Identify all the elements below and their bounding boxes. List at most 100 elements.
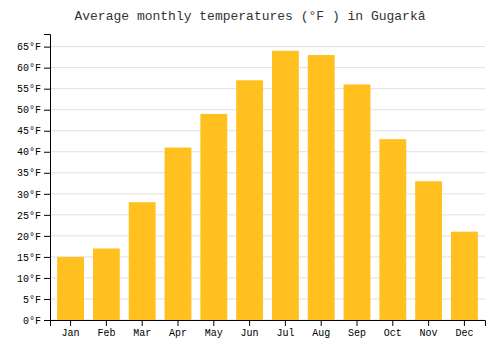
y-tick-label: 30°F: [17, 190, 41, 201]
x-tick: Jun: [241, 320, 259, 339]
x-tick: Oct: [384, 320, 402, 339]
x-tick: Aug: [312, 320, 330, 339]
x-tick-mark: [106, 320, 107, 326]
x-axis: Jan Feb Mar Apr May Jun Jul Aug Sep Oct Nov Dec: [51, 320, 486, 339]
x-tick-label: Jan: [62, 328, 80, 339]
bar: [57, 257, 84, 320]
y-tick-label: 65°F: [17, 42, 41, 53]
x-tick-label: Mar: [133, 328, 151, 339]
y-tick-mark: [44, 257, 50, 258]
x-tick-label: Oct: [384, 328, 402, 339]
x-tick-label: Jun: [241, 328, 259, 339]
bar: [308, 55, 335, 320]
y-tick: 55°F: [17, 84, 50, 95]
x-axis-line: [51, 321, 486, 327]
y-tick-mark: [44, 68, 50, 69]
x-tick: Nov: [420, 320, 438, 339]
y-tick-label: 40°F: [17, 147, 41, 158]
y-tick-mark: [44, 89, 50, 90]
y-tick: 65°F: [17, 42, 50, 53]
x-tick-mark: [428, 320, 429, 326]
x-tick-label: Aug: [312, 328, 330, 339]
y-tick-label: 15°F: [17, 253, 41, 264]
x-tick-label: Nov: [420, 328, 438, 339]
y-tick-label: 20°F: [17, 232, 41, 243]
x-tick: Jul: [276, 320, 294, 339]
y-tick: 40°F: [17, 147, 50, 158]
y-tick: 30°F: [17, 190, 50, 201]
y-tick-label: 5°F: [23, 295, 41, 306]
x-tick-mark: [249, 320, 250, 326]
y-tick-mark: [44, 299, 50, 300]
x-tick-mark: [70, 320, 71, 326]
x-tick-label: Dec: [455, 328, 473, 339]
y-tick: 15°F: [17, 253, 50, 264]
x-tick: Apr: [169, 320, 187, 339]
y-tick: 45°F: [17, 126, 50, 137]
y-tick-label: 35°F: [17, 168, 41, 179]
y-tick-mark: [44, 215, 50, 216]
x-tick-label: May: [205, 328, 223, 339]
y-tick-mark: [44, 236, 50, 237]
y-tick-label: 25°F: [17, 211, 41, 222]
bar: [415, 181, 442, 320]
x-tick: May: [205, 320, 223, 339]
x-tick: Mar: [133, 320, 151, 339]
plot: 0°F5°F10°F15°F20°F25°F30°F35°F40°F45°F50…: [17, 35, 486, 340]
y-tick-mark: [44, 110, 50, 111]
y-tick: 0°F: [23, 316, 50, 327]
y-tick-label: 45°F: [17, 126, 41, 137]
x-tick-mark: [464, 320, 465, 326]
y-axis: 0°F5°F10°F15°F20°F25°F30°F35°F40°F45°F50…: [17, 35, 51, 327]
grid-line: [50, 67, 485, 68]
grid-line: [50, 151, 485, 152]
bar: [379, 139, 406, 320]
y-tick: 35°F: [17, 168, 50, 179]
x-tick-mark: [357, 320, 358, 326]
y-tick-mark: [44, 320, 50, 321]
x-tick-mark: [285, 320, 286, 326]
bars: [57, 51, 478, 320]
bar: [93, 249, 120, 321]
grid-line: [50, 172, 485, 173]
bar: [165, 148, 192, 320]
y-tick: 25°F: [17, 211, 50, 222]
y-tick-label: 10°F: [17, 274, 41, 285]
chart: 0°F5°F10°F15°F20°F25°F30°F35°F40°F45°F50…: [0, 0, 500, 350]
grid-line: [50, 109, 485, 110]
grid-line: [50, 130, 485, 131]
bar: [451, 232, 478, 320]
x-tick-mark: [392, 320, 393, 326]
x-tick: Sep: [348, 320, 366, 339]
y-tick: 10°F: [17, 274, 50, 285]
y-tick-mark: [44, 278, 50, 279]
x-tick: Dec: [455, 320, 473, 339]
x-tick-mark: [213, 320, 214, 326]
y-tick-mark: [44, 131, 50, 132]
x-tick-mark: [142, 320, 143, 326]
x-tick-mark: [321, 320, 322, 326]
bar: [129, 202, 156, 320]
y-tick: 20°F: [17, 232, 50, 243]
title: Average monthly temperatures (°F ) in Gu…: [74, 9, 425, 24]
grid-line: [50, 88, 485, 89]
y-tick-label: 55°F: [17, 84, 41, 95]
grid-line: [50, 46, 485, 47]
bar: [200, 114, 227, 320]
bar: [272, 51, 299, 320]
x-tick: Jan: [62, 320, 80, 339]
bar: [344, 84, 371, 320]
y-tick-mark: [44, 47, 50, 48]
y-tick-mark: [44, 194, 50, 195]
x-tick-label: Apr: [169, 328, 187, 339]
y-tick-mark: [44, 173, 50, 174]
y-tick-label: 0°F: [23, 316, 41, 327]
x-tick: Feb: [97, 320, 115, 339]
x-tick-label: Jul: [276, 328, 294, 339]
x-tick-label: Sep: [348, 328, 366, 339]
y-axis-line: [44, 35, 51, 321]
y-tick: 5°F: [23, 295, 50, 306]
y-tick-label: 60°F: [17, 63, 41, 74]
bar: [236, 80, 263, 320]
grid: [50, 47, 485, 320]
